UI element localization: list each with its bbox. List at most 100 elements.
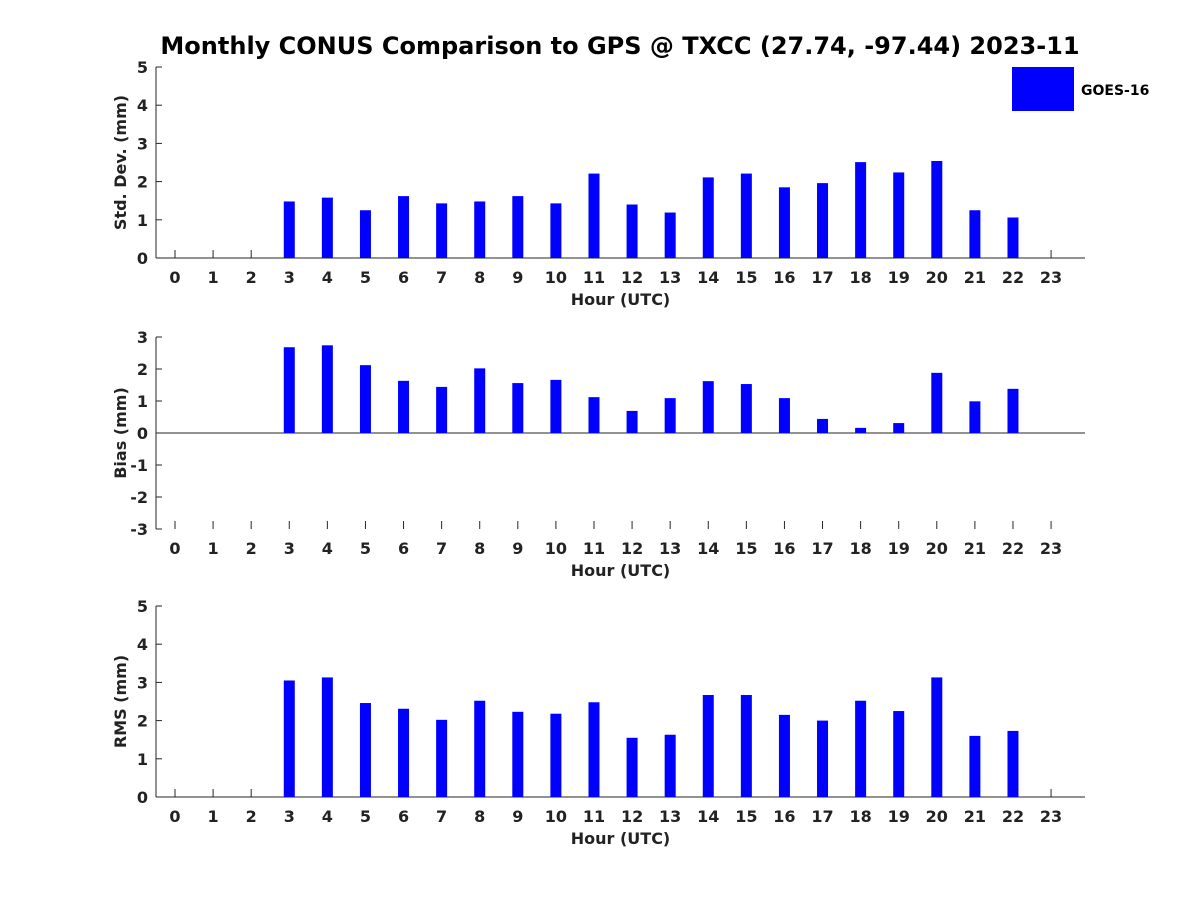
bias-y-tick-label: -1 bbox=[130, 456, 148, 475]
rms-bar-hour-8 bbox=[474, 700, 486, 797]
rms-x-tick-label: 14 bbox=[697, 807, 719, 826]
bias-x-tick-label: 3 bbox=[284, 539, 295, 558]
rms-x-tick-label: 17 bbox=[811, 807, 833, 826]
stddev-x-tick-label: 1 bbox=[208, 268, 219, 287]
stddev-x-tick-label: 20 bbox=[926, 268, 948, 287]
rms-bar-hour-15 bbox=[740, 695, 752, 797]
bias-y-tick-label: 1 bbox=[137, 392, 148, 411]
stddev-bar-hour-10 bbox=[550, 203, 562, 258]
rms-x-tick-label: 20 bbox=[926, 807, 948, 826]
rms-bar-hour-6 bbox=[398, 708, 410, 797]
rms-x-tick-label: 4 bbox=[322, 807, 333, 826]
stddev-bar-hour-3 bbox=[283, 201, 295, 258]
stddev-x-tick-label: 9 bbox=[512, 268, 523, 287]
stddev-bar-hour-15 bbox=[740, 173, 752, 258]
stddev-x-tick-label: 18 bbox=[849, 268, 871, 287]
rms-x-tick-label: 3 bbox=[284, 807, 295, 826]
stddev-bar-hour-20 bbox=[931, 160, 943, 258]
stddev-bar-hour-16 bbox=[778, 187, 790, 258]
bias-bar-hour-7 bbox=[436, 386, 448, 433]
rms-bar-hour-13 bbox=[664, 734, 676, 797]
bias-bar-hour-6 bbox=[398, 380, 410, 433]
bias-y-tick-label: 2 bbox=[137, 360, 148, 379]
bias-x-tick-label: 20 bbox=[926, 539, 948, 558]
bias-x-tick-label: 21 bbox=[964, 539, 986, 558]
bias-bar-hour-22 bbox=[1007, 388, 1019, 433]
bias-bar-hour-17 bbox=[817, 418, 829, 433]
stddev-y-tick-label: 1 bbox=[137, 211, 148, 230]
bias-bar-hour-9 bbox=[512, 383, 524, 433]
legend-label-goes-16: GOES-16 bbox=[1081, 83, 1149, 99]
bias-x-tick-label: 22 bbox=[1002, 539, 1024, 558]
bias-y-tick-label: 3 bbox=[137, 328, 148, 347]
rms-bar-hour-3 bbox=[283, 680, 295, 797]
rms-x-tick-label: 9 bbox=[512, 807, 523, 826]
stddev-bar-hour-4 bbox=[321, 197, 333, 258]
bias-bar-hour-10 bbox=[550, 379, 562, 433]
stddev-y-tick-label: 2 bbox=[137, 173, 148, 192]
bias-bar-hour-14 bbox=[702, 381, 714, 433]
stddev-bar-hour-6 bbox=[398, 196, 410, 258]
bias-x-tick-label: 5 bbox=[360, 539, 371, 558]
rms-bar-hour-21 bbox=[969, 735, 981, 797]
rms-x-tick-label: 21 bbox=[964, 807, 986, 826]
bias-x-tick-label: 10 bbox=[545, 539, 567, 558]
stddev-bar-hour-18 bbox=[855, 162, 867, 258]
bias-x-tick-label: 12 bbox=[621, 539, 643, 558]
stddev-y-tick-label: 0 bbox=[137, 249, 148, 268]
rms-y-tick-label: 0 bbox=[137, 788, 148, 807]
stddev-bar-hour-17 bbox=[817, 183, 829, 258]
bias-x-tick-label: 17 bbox=[811, 539, 833, 558]
rms-x-tick-label: 2 bbox=[246, 807, 257, 826]
rms-x-tick-label: 12 bbox=[621, 807, 643, 826]
stddev-x-tick-label: 13 bbox=[659, 268, 681, 287]
stddev-x-tick-label: 17 bbox=[811, 268, 833, 287]
bias-bar-hour-18 bbox=[855, 427, 867, 433]
stddev-y-tick-label: 5 bbox=[137, 58, 148, 77]
bias-x-tick-label: 6 bbox=[398, 539, 409, 558]
bias-y-axis-label: Bias (mm) bbox=[111, 387, 130, 479]
bias-bar-hour-12 bbox=[626, 410, 638, 433]
stddev-x-tick-label: 15 bbox=[735, 268, 757, 287]
rms-bar-hour-10 bbox=[550, 713, 562, 797]
rms-x-tick-label: 1 bbox=[208, 807, 219, 826]
bias-bar-hour-5 bbox=[359, 365, 371, 433]
rms-x-tick-label: 22 bbox=[1002, 807, 1024, 826]
bias-x-tick-label: 0 bbox=[169, 539, 180, 558]
legend-swatch-goes-16 bbox=[1012, 67, 1074, 111]
bias-bar-hour-8 bbox=[474, 368, 486, 433]
bias-x-tick-label: 2 bbox=[246, 539, 257, 558]
rms-x-tick-label: 23 bbox=[1040, 807, 1062, 826]
stddev-x-tick-label: 3 bbox=[284, 268, 295, 287]
rms-bar-hour-22 bbox=[1007, 730, 1019, 797]
bias-x-tick-label: 19 bbox=[888, 539, 910, 558]
rms-x-tick-label: 10 bbox=[545, 807, 567, 826]
stddev-x-tick-label: 6 bbox=[398, 268, 409, 287]
rms-x-tick-label: 7 bbox=[436, 807, 447, 826]
rms-x-axis-label: Hour (UTC) bbox=[571, 829, 671, 848]
bias-bar-hour-11 bbox=[588, 397, 600, 433]
stddev-bar-hour-22 bbox=[1007, 217, 1019, 258]
bias-y-tick-label: -2 bbox=[130, 488, 148, 507]
bias-x-tick-label: 8 bbox=[474, 539, 485, 558]
stddev-x-tick-label: 16 bbox=[773, 268, 795, 287]
rms-bar-hour-16 bbox=[778, 714, 790, 797]
stddev-bar-hour-12 bbox=[626, 204, 638, 258]
bias-bar-hour-15 bbox=[740, 384, 752, 433]
bias-bar-hour-21 bbox=[969, 401, 981, 433]
bias-y-tick-label: 0 bbox=[137, 424, 148, 443]
stddev-y-tick-label: 3 bbox=[137, 134, 148, 153]
bias-x-tick-label: 16 bbox=[773, 539, 795, 558]
bias-bar-hour-3 bbox=[283, 347, 295, 433]
bias-x-axis-label: Hour (UTC) bbox=[571, 561, 671, 580]
rms-bar-hour-12 bbox=[626, 737, 638, 797]
bias-x-tick-label: 13 bbox=[659, 539, 681, 558]
stddev-x-tick-label: 5 bbox=[360, 268, 371, 287]
stddev-bar-hour-7 bbox=[436, 203, 448, 258]
stddev-bar-hour-13 bbox=[664, 212, 676, 258]
bias-bar-hour-19 bbox=[893, 423, 905, 433]
stddev-x-tick-label: 7 bbox=[436, 268, 447, 287]
